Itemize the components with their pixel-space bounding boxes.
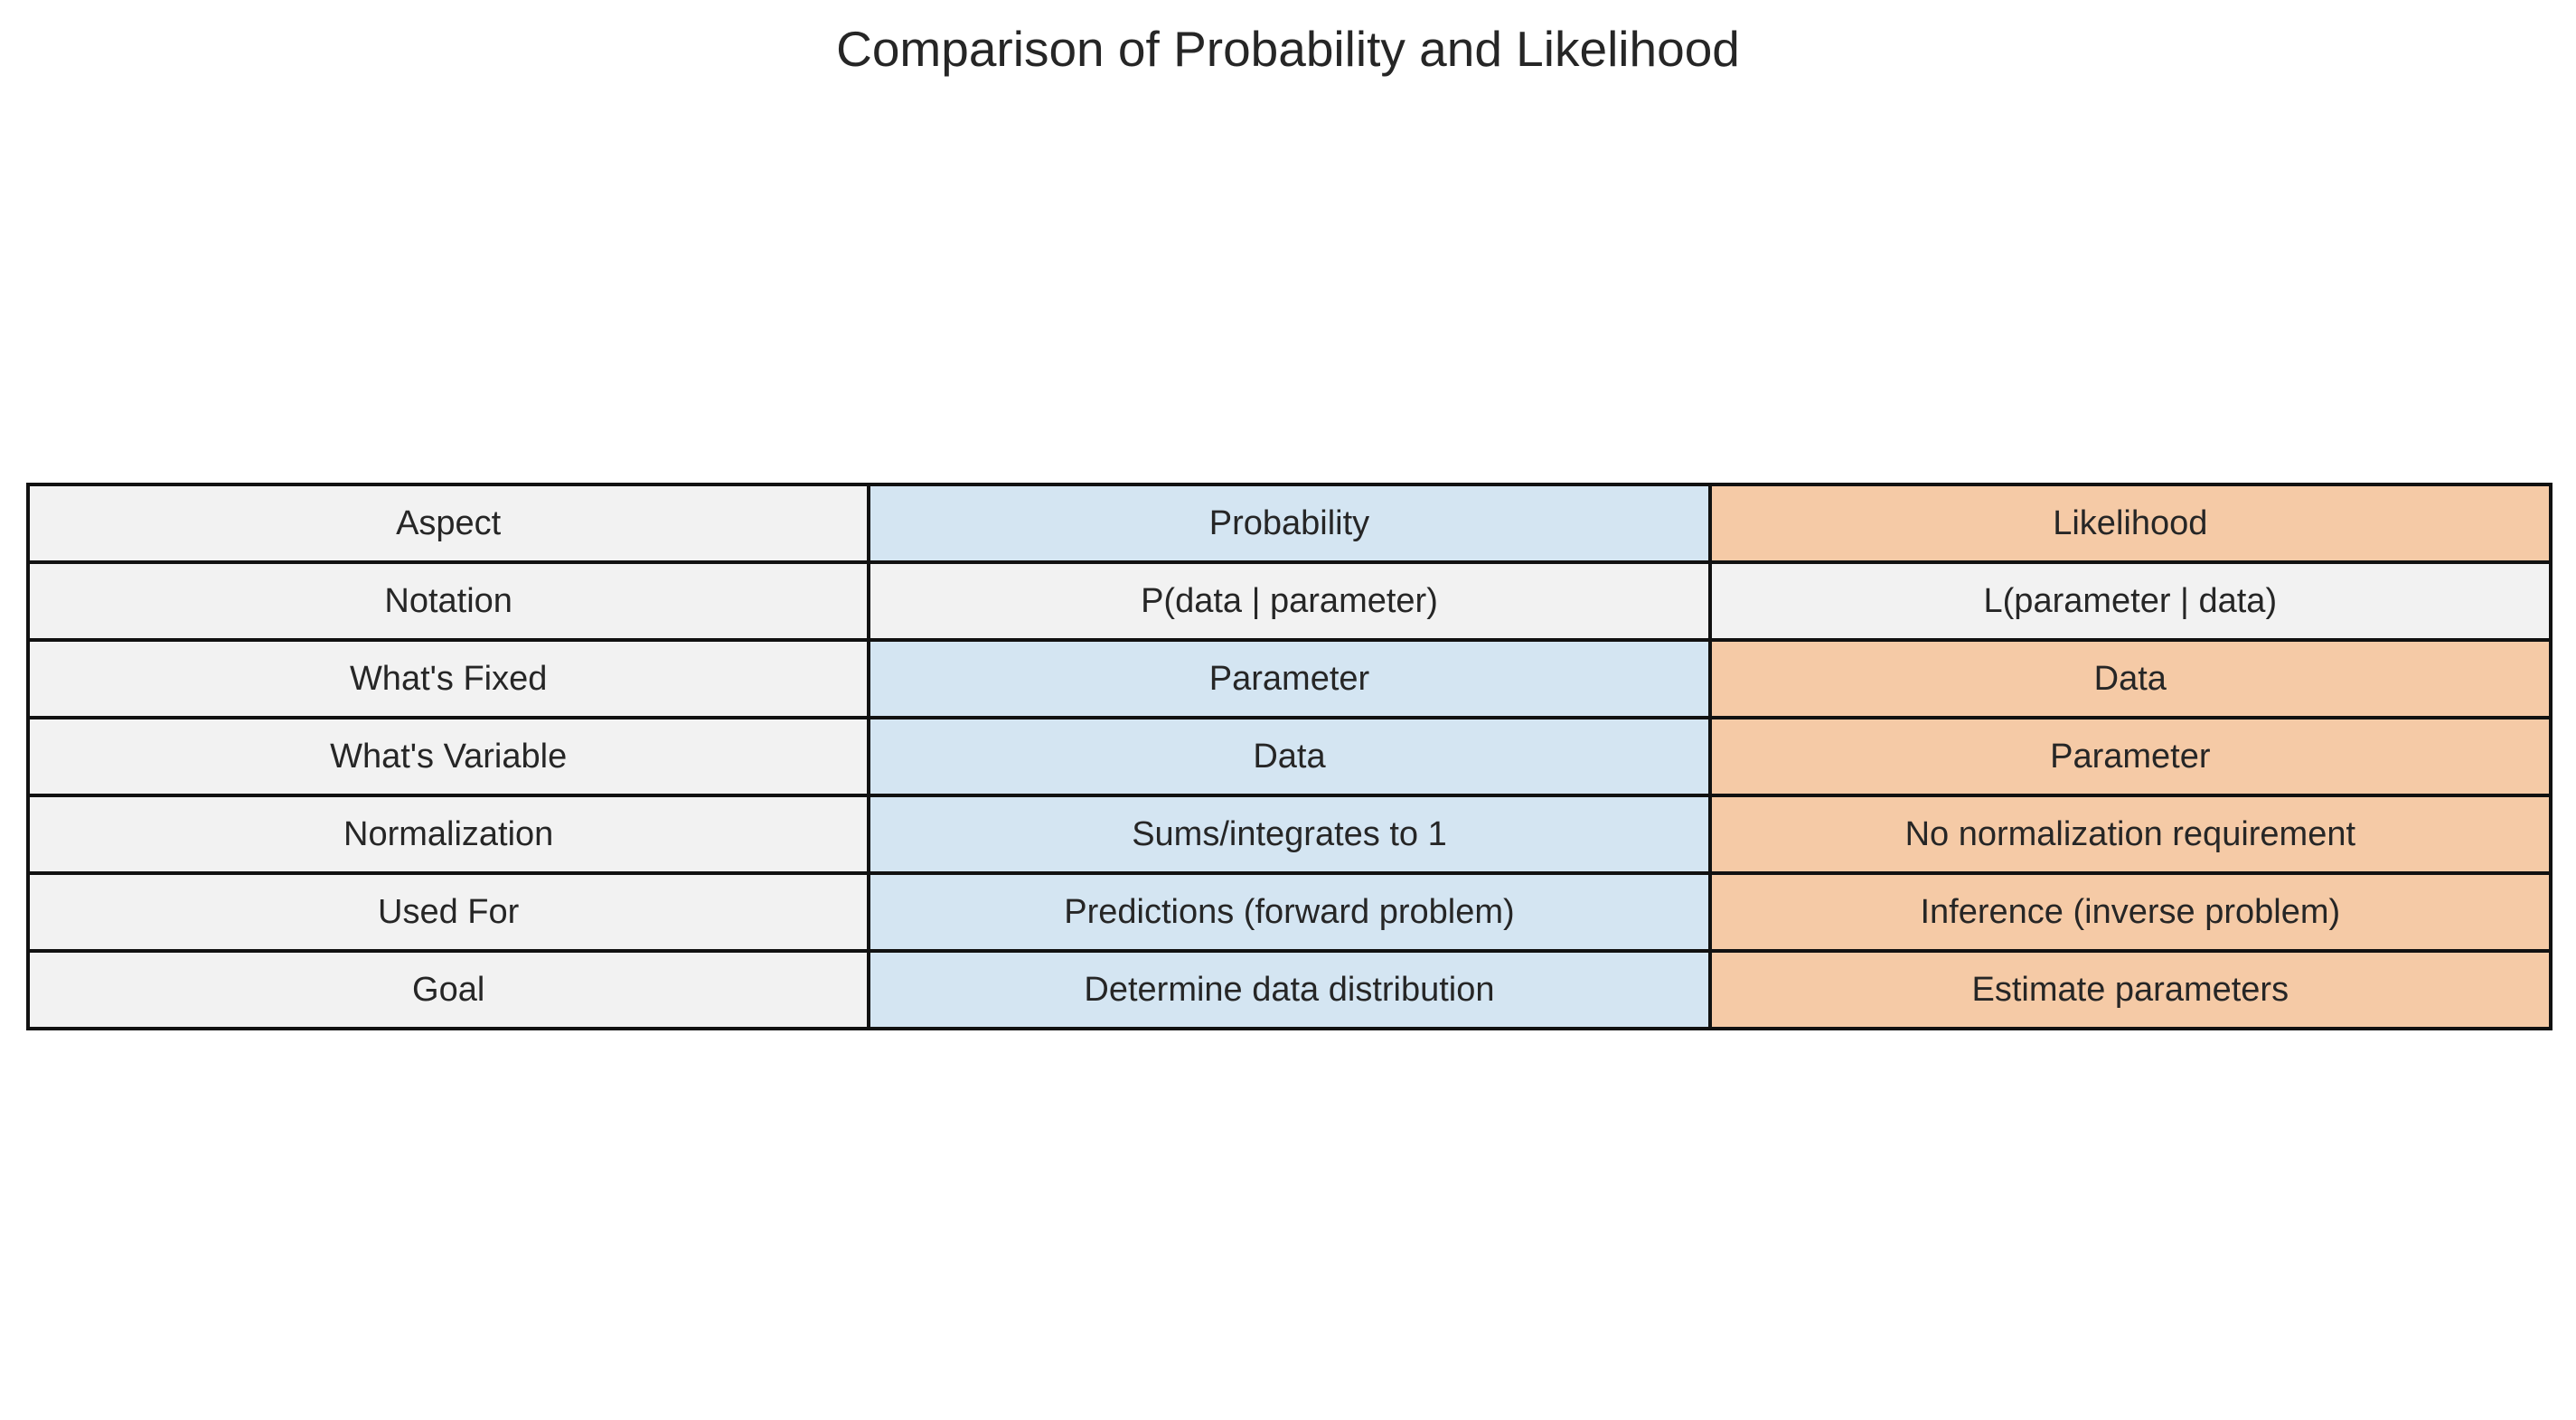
table-row-whats-fixed: What's Fixed Parameter Data xyxy=(25,638,2553,719)
table-row-whats-variable: What's Variable Data Parameter xyxy=(25,716,2553,797)
cell-probability: P(data | parameter) xyxy=(867,560,1712,642)
cell-aspect: What's Variable xyxy=(25,716,871,797)
header-probability: Probability xyxy=(867,483,1712,564)
header-row: Aspect Probability Likelihood xyxy=(25,483,2553,564)
cell-likelihood: Parameter xyxy=(1707,716,2553,797)
comparison-table: Aspect Probability Likelihood Notation P… xyxy=(25,483,2553,1030)
table-row-notation: Notation P(data | parameter) L(parameter… xyxy=(25,560,2553,642)
cell-probability: Parameter xyxy=(867,638,1712,719)
cell-likelihood: L(parameter | data) xyxy=(1707,560,2553,642)
table-row-goal: Goal Determine data distribution Estimat… xyxy=(25,949,2553,1030)
cell-aspect: Notation xyxy=(25,560,871,642)
cell-probability: Predictions (forward problem) xyxy=(867,871,1712,953)
header-likelihood: Likelihood xyxy=(1707,483,2553,564)
cell-likelihood: No normalization requirement xyxy=(1707,794,2553,875)
cell-probability: Data xyxy=(867,716,1712,797)
cell-likelihood: Inference (inverse problem) xyxy=(1707,871,2553,953)
cell-likelihood: Data xyxy=(1707,638,2553,719)
table-row-normalization: Normalization Sums/integrates to 1 No no… xyxy=(25,794,2553,875)
cell-aspect: Used For xyxy=(25,871,871,953)
chart-title: Comparison of Probability and Likelihood xyxy=(836,21,1740,77)
cell-probability: Determine data distribution xyxy=(867,949,1712,1030)
cell-aspect: What's Fixed xyxy=(25,638,871,719)
cell-aspect: Normalization xyxy=(25,794,871,875)
table-row-used-for: Used For Predictions (forward problem) I… xyxy=(25,871,2553,953)
header-aspect: Aspect xyxy=(25,483,871,564)
cell-probability: Sums/integrates to 1 xyxy=(867,794,1712,875)
cell-likelihood: Estimate parameters xyxy=(1707,949,2553,1030)
cell-aspect: Goal xyxy=(25,949,871,1030)
